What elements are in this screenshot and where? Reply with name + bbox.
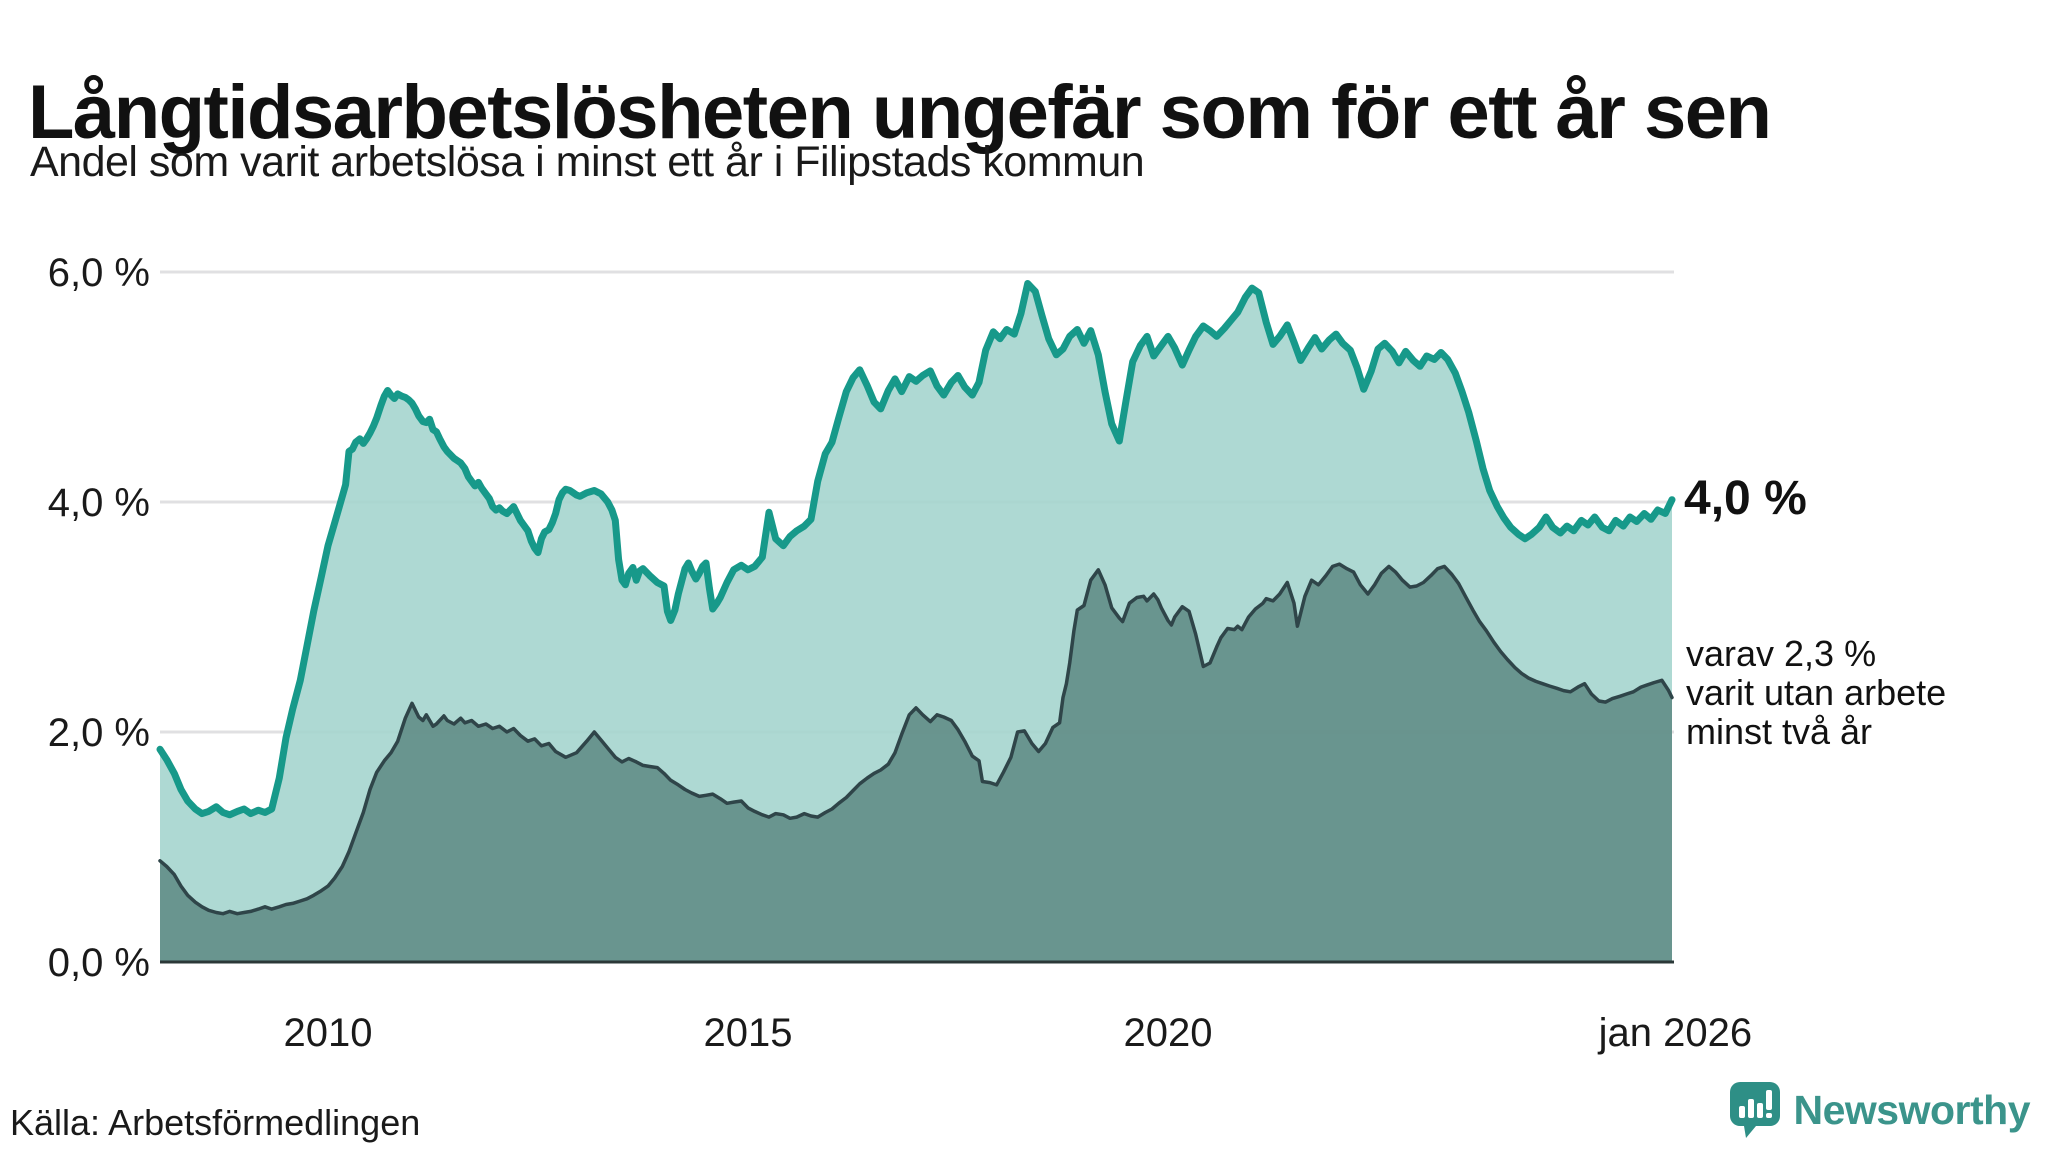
end-value-label: 4,0 % (1684, 472, 1807, 525)
page-title: Långtidsarbetslösheten ungefär som för e… (28, 69, 1772, 155)
line-total-unemployed (156, 280, 1676, 819)
line-two-plus-years (158, 562, 1674, 916)
area-two-plus-years (160, 564, 1672, 962)
x-tick-2015: 2015 (704, 1011, 793, 1055)
newsworthy-chart-bubble-icon (1729, 1082, 1780, 1138)
annotation-line-3: minst två år (1686, 711, 1873, 752)
newsworthy-wordmark: Newsworthy (1793, 1086, 2031, 1133)
newsworthy-logo: Newsworthy (1729, 1082, 2031, 1138)
annotation-line-1: varav 2,3 % (1686, 633, 1877, 674)
y-tick-4: 4,0 % (48, 481, 150, 525)
y-tick-6: 6,0 % (48, 251, 150, 295)
source-caption: Källa: Arbetsförmedlingen (10, 1102, 421, 1143)
x-tick-jan-2026: jan 2026 (1598, 1011, 1752, 1055)
y-tick-0: 0,0 % (48, 941, 150, 985)
x-tick-2010: 2010 (284, 1011, 373, 1055)
y-tick-2: 2,0 % (48, 711, 150, 755)
chart-subtitle: Andel som varit arbetslösa i minst ett å… (30, 138, 1145, 186)
x-tick-2020: 2020 (1124, 1011, 1213, 1055)
two-plus-years-annotation: varav 2,3 % varit utan arbete minst två … (1686, 634, 1946, 751)
annotation-line-2: varit utan arbete (1686, 672, 1947, 713)
